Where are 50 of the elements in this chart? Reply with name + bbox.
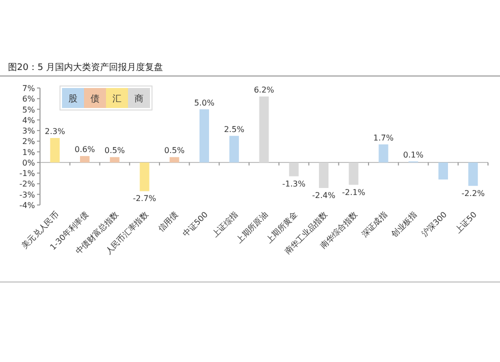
y-tick-label: 7% — [22, 84, 36, 93]
text: 商 — [134, 94, 144, 104]
text: 0.5% — [164, 146, 185, 156]
bar — [259, 96, 269, 162]
text: 0.5% — [104, 146, 125, 156]
x-tick-label: 深证成指 — [360, 210, 389, 240]
bar — [348, 162, 358, 185]
bar — [199, 109, 210, 162]
bar — [140, 162, 150, 192]
bar — [50, 138, 60, 162]
text: 汇 — [112, 94, 122, 104]
bar — [170, 157, 180, 162]
text: -2.4% — [312, 190, 336, 200]
bar — [229, 136, 239, 162]
text: 5.0% — [194, 98, 214, 108]
text: 2.3% — [44, 126, 66, 136]
y-tick-label: -2% — [19, 180, 36, 189]
bar — [110, 157, 120, 162]
bar — [468, 162, 478, 186]
y-tick-label: 5% — [22, 105, 36, 114]
y-tick-label: -3% — [19, 190, 36, 200]
bar — [289, 162, 299, 176]
bar — [378, 144, 388, 162]
bar — [438, 162, 448, 180]
text: -2.1% — [342, 188, 366, 197]
y-tick-label: 1% — [22, 148, 36, 157]
y-tick-label: 3% — [22, 126, 36, 136]
text: -2.2% — [461, 188, 485, 198]
text: -1.3% — [282, 179, 306, 188]
bar — [318, 162, 329, 188]
chart-title: 图20：5 月国内大类资产回报月度复盘 — [8, 62, 164, 73]
text: 1.7% — [373, 133, 394, 142]
y-tick-label: -1% — [19, 169, 36, 178]
text: 0.1% — [403, 150, 424, 160]
text: 债 — [90, 94, 100, 104]
bar — [80, 156, 90, 162]
text: -2.7% — [132, 194, 156, 204]
y-tick-label: 0% — [22, 158, 36, 168]
text: 股 — [68, 94, 78, 104]
text: 2.5% — [224, 124, 244, 134]
y-tick-label: 2% — [22, 137, 36, 146]
y-tick-label: -4% — [19, 201, 36, 210]
y-tick-label: 4% — [22, 116, 36, 125]
x-tick-label: 沪深300 — [420, 210, 449, 239]
y-tick-label: 6% — [22, 94, 36, 104]
text: 6.2% — [254, 86, 274, 95]
x-tick-label: 信用债 — [156, 210, 180, 234]
x-tick-label: 创业板指 — [390, 210, 419, 240]
x-tick-label: 上证50 — [454, 210, 478, 235]
text: 0.6% — [74, 145, 95, 154]
